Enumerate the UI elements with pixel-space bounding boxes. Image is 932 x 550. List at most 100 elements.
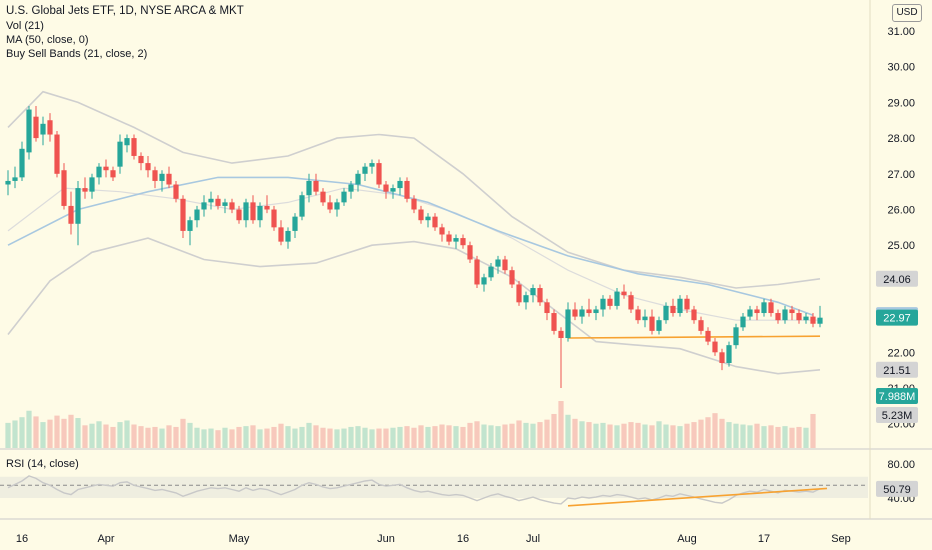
- candle: [586, 298, 592, 317]
- candle: [334, 198, 340, 217]
- volume-bar: [418, 425, 424, 448]
- volume-bar: [432, 426, 438, 448]
- candle: [649, 309, 655, 335]
- candle: [565, 302, 571, 342]
- rsi-badge: 50.79: [883, 484, 911, 496]
- candle: [264, 195, 270, 214]
- volume-bar: [579, 421, 585, 448]
- time-tick-label: Sep: [831, 533, 851, 545]
- volume-bar: [495, 426, 501, 448]
- volume-bar: [243, 426, 249, 448]
- candle: [740, 313, 746, 331]
- candle: [369, 159, 375, 174]
- candle-body: [320, 191, 326, 203]
- candle: [656, 316, 662, 335]
- candle: [453, 234, 459, 249]
- volume-bar: [670, 425, 676, 448]
- currency-button[interactable]: USD: [892, 4, 922, 22]
- candle-body: [789, 309, 795, 314]
- candle: [593, 305, 599, 321]
- candle-body: [698, 320, 704, 331]
- candle-body: [803, 316, 809, 321]
- bands-legend[interactable]: Buy Sell Bands (21, close, 2): [6, 48, 148, 60]
- volume-bar: [425, 426, 431, 448]
- volume-bar: [656, 421, 662, 448]
- candle: [418, 205, 424, 224]
- volume-bar: [173, 426, 179, 448]
- candle: [131, 134, 137, 160]
- candle-body: [768, 302, 774, 314]
- candle: [376, 159, 382, 189]
- candle-body: [229, 202, 235, 210]
- ma-legend[interactable]: MA (50, close, 0): [6, 34, 89, 46]
- candle: [145, 155, 151, 178]
- candle-body: [383, 184, 389, 192]
- candle: [5, 170, 11, 196]
- time-tick-label: Apr: [97, 533, 114, 545]
- volume-bar: [649, 425, 655, 448]
- candle-body: [271, 209, 277, 228]
- candle: [698, 316, 704, 335]
- candle: [474, 255, 480, 289]
- candle: [754, 305, 760, 321]
- rsi-legend[interactable]: RSI (14, close): [6, 458, 79, 470]
- volume-bar: [89, 423, 95, 448]
- volume-bar: [439, 424, 445, 448]
- price-tick-label: 22.00: [887, 347, 915, 359]
- price-tick-label: 31.00: [887, 26, 915, 38]
- candle: [75, 180, 81, 246]
- candle-body: [404, 180, 410, 199]
- volume-bar: [698, 419, 704, 448]
- candle: [96, 163, 102, 185]
- candle-body: [614, 291, 620, 306]
- volume-bar: [334, 429, 340, 448]
- candle: [222, 198, 228, 214]
- candle: [719, 348, 725, 371]
- volume-bar: [117, 422, 123, 448]
- candle: [411, 195, 417, 214]
- volume-bar: [691, 422, 697, 448]
- candle-body: [5, 180, 11, 185]
- candle: [166, 166, 172, 189]
- candle-body: [89, 177, 95, 192]
- candle-body: [628, 295, 634, 310]
- band-upper: [7, 90, 821, 289]
- candle-body: [61, 170, 67, 206]
- candle: [621, 284, 627, 299]
- volume-bar: [166, 425, 172, 448]
- candle: [89, 173, 95, 199]
- price-tick-label: 26.00: [887, 205, 915, 217]
- volume-bar: [327, 428, 333, 448]
- candle: [33, 105, 39, 142]
- candle-body: [656, 320, 662, 331]
- price-tick-label: 29.00: [887, 97, 915, 109]
- price-axis[interactable]: 31.00 30.00 29.00 28.00 27.00 26.00 25.00 22.00…: [887, 26, 915, 505]
- candle: [19, 141, 25, 181]
- candle: [40, 116, 46, 146]
- volume-bar: [628, 422, 634, 448]
- volume-bar: [600, 422, 606, 448]
- candle-body: [810, 316, 816, 324]
- volume-bar: [124, 420, 130, 448]
- volume-legend[interactable]: Vol (21): [6, 20, 44, 32]
- candle-body: [537, 288, 543, 303]
- candle: [796, 309, 802, 324]
- candle-body: [621, 291, 627, 296]
- volume-layer: [5, 401, 816, 448]
- candle: [810, 313, 816, 328]
- candle: [47, 113, 53, 142]
- symbol-title[interactable]: U.S. Global Jets ETF, 1D, NYSE ARCA & MK…: [6, 5, 244, 17]
- candle: [320, 188, 326, 206]
- volume-bar: [152, 426, 158, 448]
- candle-body: [145, 163, 151, 171]
- volume-bar: [320, 427, 326, 448]
- volume-bar: [82, 425, 88, 448]
- volume-bar: [614, 425, 620, 448]
- time-axis[interactable]: 16 Apr May Jun 16 Jul Aug 17 Sep: [16, 533, 851, 545]
- candle: [516, 280, 522, 306]
- volume-bar: [677, 426, 683, 448]
- candle: [68, 191, 74, 235]
